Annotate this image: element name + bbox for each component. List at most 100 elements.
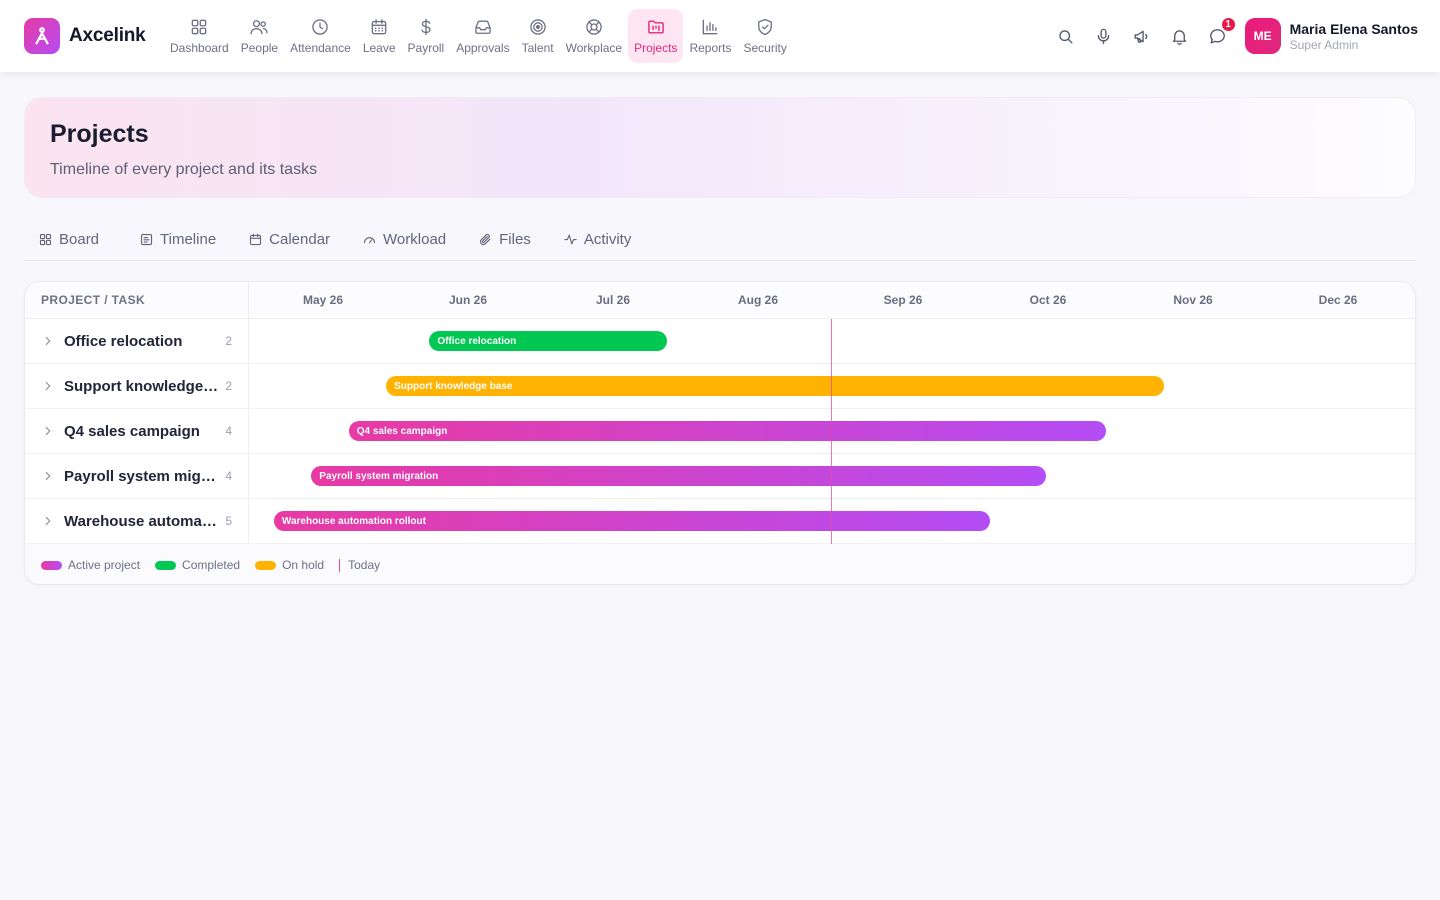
project-bar[interactable]: Warehouse automation rollout [273, 511, 990, 531]
chevron-right-icon [45, 381, 51, 391]
nav-leave[interactable]: Leave [357, 9, 402, 63]
month-label: May 26 [302, 293, 344, 307]
project-row: Q4 sales campaign 4 Q4 sales campaign [25, 409, 1415, 454]
tab-board[interactable]: Board [24, 220, 113, 258]
legend-label: Today [348, 558, 381, 572]
project-name: Support knowledge base [64, 377, 220, 395]
brand-name: Axcelink [69, 25, 146, 46]
nav-reports[interactable]: Reports [683, 9, 737, 63]
timeline-icon [140, 233, 153, 245]
tab-workload[interactable]: Workload [348, 220, 460, 258]
today-marker [830, 319, 832, 544]
grid-icon [192, 19, 207, 35]
project-bar[interactable]: Payroll system migration [311, 466, 1046, 486]
task-count: 4 [225, 424, 232, 438]
legend-swatch-today [339, 558, 341, 572]
task-count: 2 [225, 334, 232, 348]
nav-label: Talent [521, 41, 554, 55]
dollar-icon [421, 18, 431, 36]
search-button[interactable] [1047, 17, 1085, 55]
paperclip-icon [480, 233, 491, 245]
notifications-button[interactable] [1161, 17, 1199, 55]
project-name: Q4 sales campaign [64, 422, 200, 440]
task-count: 5 [225, 514, 232, 528]
brand-logo-icon [24, 18, 60, 54]
nav-label: Dashboard [170, 41, 229, 55]
tab-label: Workload [383, 230, 447, 248]
project-row-toggle[interactable]: Warehouse automation rollout 5 [25, 499, 248, 543]
nav-projects[interactable]: Projects [628, 9, 684, 63]
user-name: Maria Elena Santos [1289, 20, 1418, 37]
project-row: Warehouse automation rollout5Warehouse a… [25, 499, 1415, 544]
nav-approvals[interactable]: Approvals [450, 9, 515, 63]
view-tabs: Board Timeline Calendar Workload Files A… [24, 220, 1416, 261]
user-role: Super Admin [1289, 37, 1359, 52]
clock-icon [312, 19, 329, 35]
voice-button[interactable] [1085, 17, 1123, 55]
project-bar[interactable]: Support knowledge base [386, 376, 1164, 396]
tab-label: Activity [583, 230, 632, 248]
header-tools: 1 ME Maria Elena Santos Super Admin [1047, 16, 1418, 56]
nav-label: People [240, 41, 279, 55]
page-title: Projects [50, 120, 149, 148]
page-subtitle: Timeline of every project and its tasks [50, 161, 318, 178]
search-icon [1059, 29, 1073, 44]
page-header: Projects Timeline of every project and i… [24, 97, 1416, 198]
month-label: Sep 26 [883, 293, 923, 307]
grid-icon [39, 233, 52, 245]
bar-chart-icon [703, 19, 718, 35]
nav-label: Security [743, 41, 787, 55]
month-label: Nov 26 [1173, 293, 1213, 307]
nav-workplace[interactable]: Workplace [560, 9, 628, 63]
shield-icon [758, 18, 773, 36]
chat-icon [1210, 28, 1226, 44]
project-row-toggle[interactable]: Office relocation 2 [25, 319, 248, 363]
project-bar[interactable]: Office relocation [429, 331, 667, 351]
messages-button[interactable]: 1 [1199, 17, 1237, 55]
tab-label: Board [59, 230, 100, 248]
project-row: Payroll system migration4Payroll system … [25, 454, 1415, 499]
column-divider [248, 282, 249, 544]
project-row-toggle[interactable]: Q4 sales campaign 4 [25, 409, 248, 453]
month-label: Jun 26 [448, 293, 488, 307]
chevron-right-icon [45, 426, 51, 436]
tab-label: Files [499, 230, 531, 248]
nav-label: Leave [362, 41, 396, 55]
users-icon [250, 20, 268, 35]
legend-hold: On hold [255, 558, 324, 572]
tab-files[interactable]: Files [464, 220, 545, 258]
tab-timeline[interactable]: Timeline [125, 220, 230, 258]
project-row-toggle[interactable]: Support knowledge base 2 [25, 364, 248, 408]
gantt-legend: Active project Completed On hold Today [25, 544, 1415, 584]
legend-swatch-active [41, 560, 62, 570]
gantt-header: PROJECT / TASK May 26 Jun 26 Jul 26 Aug 26 S… [25, 282, 1415, 319]
announcements-button[interactable] [1123, 17, 1161, 55]
nav-people[interactable]: People [235, 9, 284, 63]
month-label: Oct 26 [1029, 293, 1067, 307]
gantt-chart: PROJECT / TASK May 26 Jun 26 Jul 26 Aug 26 S… [24, 281, 1416, 585]
nav-talent[interactable]: Talent [516, 9, 560, 63]
tab-label: Calendar [269, 230, 331, 248]
column-header: PROJECT / TASK [41, 293, 146, 307]
inbox-icon [475, 20, 491, 34]
nav-attendance[interactable]: Attendance [284, 9, 357, 63]
legend-swatch-hold [255, 560, 277, 570]
brand[interactable]: Axcelink [24, 18, 146, 54]
task-count: 4 [225, 469, 232, 483]
nav-dashboard[interactable]: Dashboard [164, 9, 235, 63]
task-count: 2 [225, 379, 232, 393]
nav-label: Approvals [456, 41, 510, 55]
project-bar[interactable]: Q4 sales campaign [348, 421, 1107, 441]
project-row: Office relocation 2 Office relocation [25, 319, 1415, 364]
nav-payroll[interactable]: Payroll [402, 9, 451, 63]
user-menu[interactable]: ME Maria Elena Santos Super Admin [1244, 18, 1418, 54]
month-label: Jul 26 [595, 293, 631, 307]
nav-label: Reports [689, 41, 732, 55]
tab-activity[interactable]: Activity [549, 220, 646, 258]
legend-label: Completed [182, 558, 241, 572]
tab-calendar[interactable]: Calendar [234, 220, 344, 258]
nav-security[interactable]: Security [737, 9, 792, 63]
project-row-toggle[interactable]: Payroll system migration 4 [25, 454, 248, 498]
target-icon [529, 19, 546, 35]
chevron-right-icon [45, 336, 51, 346]
